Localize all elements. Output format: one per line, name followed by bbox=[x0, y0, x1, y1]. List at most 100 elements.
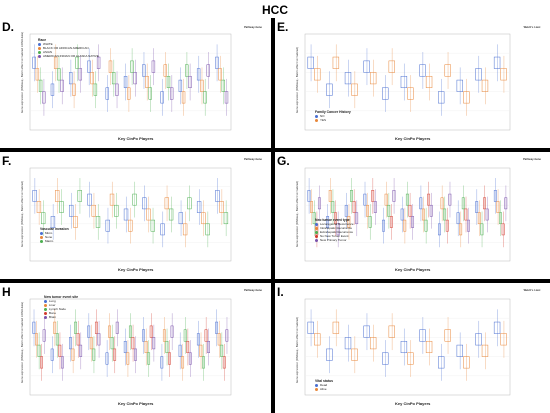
box-glyph bbox=[438, 356, 445, 369]
panel-letter: G. bbox=[277, 154, 290, 168]
box-glyph bbox=[196, 333, 200, 346]
box-glyph bbox=[461, 197, 465, 210]
legend: Neo tumor event type Locoregional Recurr… bbox=[315, 218, 354, 242]
legend-swatch bbox=[315, 226, 318, 230]
box-glyph bbox=[128, 219, 133, 232]
box-glyph bbox=[32, 56, 36, 69]
legend: Vital status Dead Alive bbox=[315, 379, 333, 391]
box-glyph bbox=[504, 197, 508, 210]
y-axis-title: Gene expression (RNAseq - Batch effect n… bbox=[20, 32, 24, 113]
box-glyph bbox=[94, 321, 98, 334]
box-glyph bbox=[187, 197, 192, 210]
horizontal-divider-2 bbox=[0, 279, 550, 283]
legend-label: Dead bbox=[320, 383, 328, 387]
stats-header: Pathway-Gene bbox=[244, 289, 262, 292]
legend-label: Liver bbox=[49, 303, 56, 307]
stats-column: Welch's t-test bbox=[517, 289, 547, 292]
plot-frame bbox=[29, 298, 232, 396]
box-glyph bbox=[41, 212, 46, 225]
box-glyph bbox=[481, 344, 489, 357]
box-glyph bbox=[69, 337, 72, 350]
box-glyph bbox=[224, 91, 229, 104]
box-glyph bbox=[344, 204, 348, 217]
box-glyph bbox=[456, 212, 460, 225]
box-glyph bbox=[481, 79, 489, 92]
box-glyph bbox=[448, 193, 452, 206]
box-glyph bbox=[206, 64, 210, 77]
box-glyph bbox=[79, 344, 83, 357]
legend: Vascular Invasion Micro None Macro bbox=[40, 227, 69, 243]
legend-swatch bbox=[40, 239, 43, 243]
box-glyph bbox=[188, 352, 192, 365]
box-glyph bbox=[127, 87, 131, 100]
box-glyph bbox=[307, 190, 311, 202]
box-glyph bbox=[40, 356, 43, 369]
box-glyph bbox=[196, 201, 202, 213]
box-glyph bbox=[95, 216, 101, 228]
stats-header: Pathway-Gene bbox=[244, 158, 262, 161]
box-glyph bbox=[123, 208, 129, 221]
box-glyph bbox=[480, 223, 484, 236]
box-glyph bbox=[147, 352, 151, 365]
box-glyph bbox=[388, 60, 395, 73]
box-glyph bbox=[456, 344, 464, 357]
box-glyph bbox=[438, 223, 441, 236]
box-glyph bbox=[183, 329, 187, 342]
box-glyph bbox=[440, 197, 444, 210]
box-glyph bbox=[310, 201, 314, 213]
legend-label: Macro bbox=[45, 239, 54, 243]
legend-swatch bbox=[40, 235, 43, 239]
box-glyph bbox=[400, 208, 404, 221]
stats-header: Welch's t-test bbox=[523, 289, 541, 292]
box-glyph bbox=[111, 72, 116, 85]
box-glyph bbox=[185, 64, 189, 77]
box-glyph bbox=[464, 208, 468, 221]
legend: New tumor event site Lung Liver Lymph No… bbox=[44, 295, 78, 319]
legend-label: Extrahepatic Recurrence bbox=[320, 230, 354, 234]
box-glyph bbox=[419, 197, 423, 210]
box-glyph bbox=[344, 72, 352, 85]
box-glyph bbox=[475, 333, 482, 346]
box-glyph bbox=[307, 56, 314, 69]
legend-label: Locoregional Recurrence bbox=[320, 222, 354, 226]
stats-column: Pathway-Gene bbox=[517, 158, 547, 161]
box-glyph bbox=[77, 190, 82, 202]
box-glyph bbox=[496, 201, 500, 213]
box-glyph bbox=[182, 223, 188, 236]
box-glyph bbox=[438, 91, 445, 104]
legend-item: YES bbox=[315, 118, 351, 122]
box-glyph bbox=[407, 352, 414, 365]
box-glyph bbox=[149, 325, 153, 338]
legend-label: None bbox=[45, 235, 53, 239]
box-glyph bbox=[382, 219, 385, 232]
box-glyph bbox=[162, 329, 166, 342]
box-glyph bbox=[160, 91, 164, 104]
legend-item: New Primary Tumor bbox=[315, 238, 354, 242]
box-glyph bbox=[500, 333, 507, 346]
box-glyph bbox=[220, 344, 224, 357]
box-glyph bbox=[201, 212, 206, 225]
box-glyph bbox=[363, 325, 370, 338]
box-glyph bbox=[131, 337, 135, 350]
legend-swatch bbox=[40, 231, 43, 235]
box-glyph bbox=[114, 204, 119, 217]
legend-swatch bbox=[44, 299, 47, 303]
box-glyph bbox=[443, 208, 447, 221]
box-glyph bbox=[142, 197, 147, 210]
box-glyph bbox=[203, 91, 207, 104]
legend-swatch bbox=[315, 114, 318, 118]
box-glyph bbox=[475, 68, 482, 81]
box-glyph bbox=[55, 333, 59, 346]
box-glyph bbox=[336, 223, 340, 236]
box-glyph bbox=[382, 352, 389, 365]
box-glyph bbox=[463, 91, 470, 104]
box-glyph bbox=[445, 219, 449, 232]
box-glyph bbox=[419, 64, 426, 77]
legend-swatch bbox=[38, 50, 41, 54]
box-glyph bbox=[400, 340, 408, 354]
box-glyph bbox=[38, 79, 43, 92]
box-glyph bbox=[152, 337, 156, 350]
box-glyph bbox=[72, 83, 76, 96]
box-glyph bbox=[69, 204, 74, 217]
box-glyph bbox=[53, 321, 57, 334]
